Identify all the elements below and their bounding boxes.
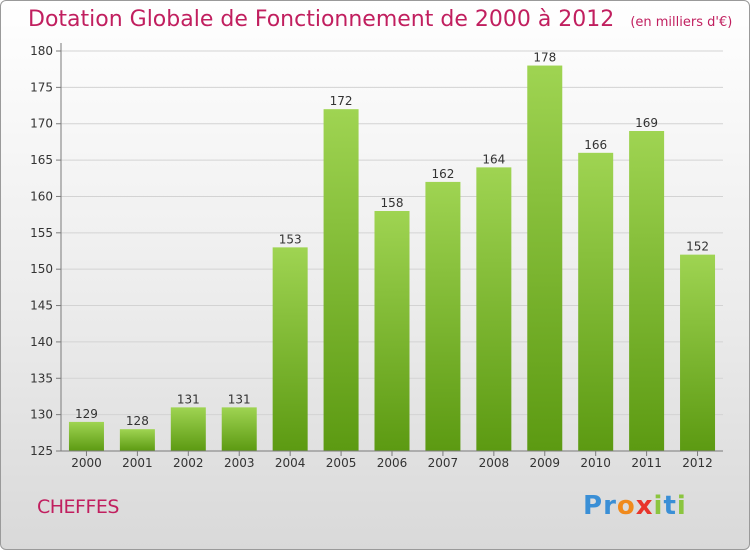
- category-label-2009: 2009: [529, 456, 560, 470]
- category-label-2002: 2002: [173, 456, 204, 470]
- labels: 125 130 135 140 145 150 155 160 165 170 175 180 129 2…: [30, 44, 713, 470]
- y-tick-label: 160: [30, 189, 53, 203]
- bar-2006: [374, 211, 410, 451]
- y-tick-label: 135: [30, 371, 53, 385]
- bar-2005: [323, 109, 359, 451]
- category-label-2010: 2010: [580, 456, 611, 470]
- y-tick-label: 155: [30, 226, 53, 240]
- title-text: Dotation Globale de Fonctionnement de 20…: [28, 7, 615, 32]
- category-label-2012: 2012: [682, 456, 713, 470]
- chart-title: Dotation Globale de Fonctionnement de 20…: [28, 7, 732, 32]
- category-label-2000: 2000: [71, 456, 102, 470]
- value-label-2010: 166: [584, 138, 607, 152]
- y-tick-label: 140: [30, 335, 53, 349]
- logo-letter: t: [663, 491, 677, 521]
- y-tick-label: 180: [30, 44, 53, 58]
- logo-letter: P: [583, 491, 604, 521]
- y-tick-label: 165: [30, 153, 53, 167]
- value-label-2002: 131: [177, 392, 200, 406]
- value-label-2004: 153: [279, 232, 302, 246]
- bar-2011: [629, 131, 665, 451]
- value-label-2011: 169: [635, 116, 658, 130]
- logo-letter: r: [603, 491, 617, 521]
- axes: [56, 43, 723, 456]
- value-label-2006: 158: [381, 196, 404, 210]
- bar-2000: [68, 421, 104, 451]
- y-tick-label: 130: [30, 408, 53, 422]
- bar-2003: [221, 407, 257, 451]
- value-label-2001: 128: [126, 414, 149, 428]
- category-label-2001: 2001: [122, 456, 153, 470]
- bar-2012: [680, 254, 716, 451]
- logo-letter: i: [676, 491, 687, 521]
- y-tick-label: 175: [30, 80, 53, 94]
- bar-2009: [527, 65, 563, 451]
- category-label-2008: 2008: [479, 456, 510, 470]
- value-label-2012: 152: [686, 240, 709, 254]
- y-tick-label: 145: [30, 299, 53, 313]
- unit-label: (en milliers d'€): [630, 15, 733, 30]
- proxiti-logo: Proxiti: [583, 491, 687, 521]
- logo-letter: o: [616, 491, 636, 521]
- value-label-2000: 129: [75, 407, 98, 421]
- value-label-2007: 162: [431, 167, 454, 181]
- y-tick-label: 150: [30, 262, 53, 276]
- category-label-2007: 2007: [428, 456, 459, 470]
- category-label-2011: 2011: [631, 456, 662, 470]
- logo-letter: x: [635, 491, 654, 521]
- bar-2007: [425, 181, 461, 451]
- y-tick-label: 170: [30, 117, 53, 131]
- value-label-2003: 131: [228, 392, 251, 406]
- bar-2001: [119, 429, 155, 451]
- value-label-2008: 164: [482, 152, 505, 166]
- bars: [68, 65, 716, 451]
- y-tick-label: 125: [30, 444, 53, 458]
- commune-name: CHEFFES: [37, 496, 119, 518]
- value-label-2005: 172: [330, 94, 353, 108]
- category-label-2005: 2005: [326, 456, 357, 470]
- category-label-2006: 2006: [377, 456, 408, 470]
- bar-2010: [578, 152, 614, 451]
- bar-2002: [170, 407, 206, 451]
- bar-2008: [476, 167, 512, 451]
- logo-letter: i: [653, 491, 664, 521]
- bar-2004: [272, 247, 308, 451]
- value-label-2009: 178: [533, 51, 556, 65]
- category-label-2003: 2003: [224, 456, 255, 470]
- category-label-2004: 2004: [275, 456, 306, 470]
